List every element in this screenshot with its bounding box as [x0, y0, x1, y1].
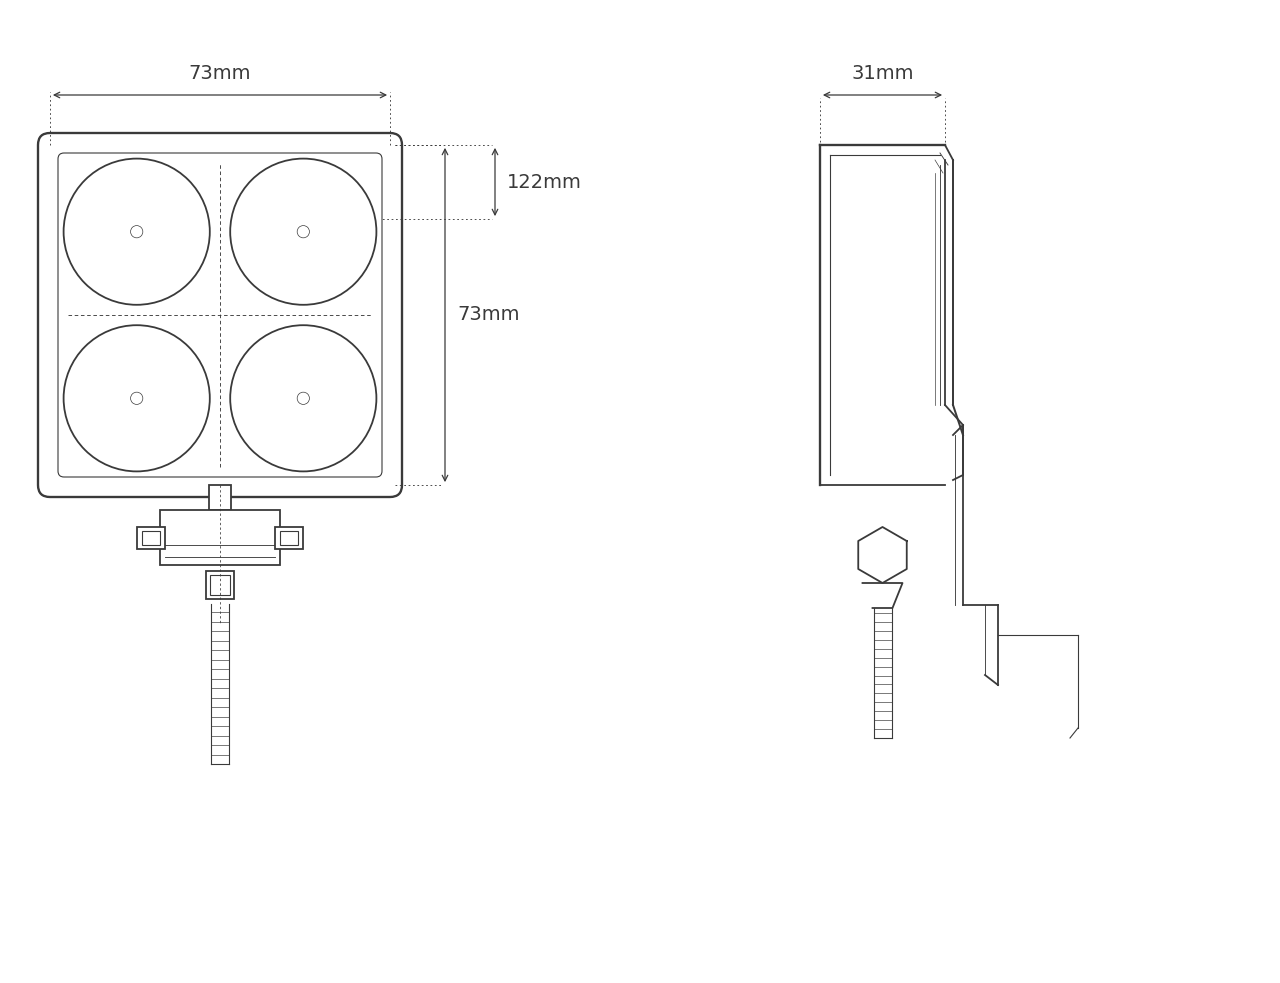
Text: 73mm: 73mm [188, 64, 251, 83]
Bar [160, 510, 280, 565]
FancyBboxPatch shape [58, 153, 381, 477]
Text: 31mm: 31mm [851, 64, 914, 83]
Bar [137, 527, 165, 549]
Bar [142, 531, 160, 545]
Bar [206, 571, 234, 599]
Circle shape [230, 325, 376, 472]
Circle shape [131, 392, 143, 404]
Circle shape [230, 158, 376, 305]
Bar [280, 531, 298, 545]
Circle shape [297, 392, 310, 404]
FancyBboxPatch shape [38, 133, 402, 497]
Circle shape [297, 225, 310, 238]
Text: 122mm: 122mm [507, 172, 582, 192]
Circle shape [64, 158, 210, 305]
Circle shape [131, 225, 143, 238]
Bar [210, 575, 230, 595]
Text: 73mm: 73mm [457, 306, 520, 324]
Bar [275, 527, 303, 549]
Bar [209, 485, 230, 510]
Circle shape [64, 325, 210, 472]
